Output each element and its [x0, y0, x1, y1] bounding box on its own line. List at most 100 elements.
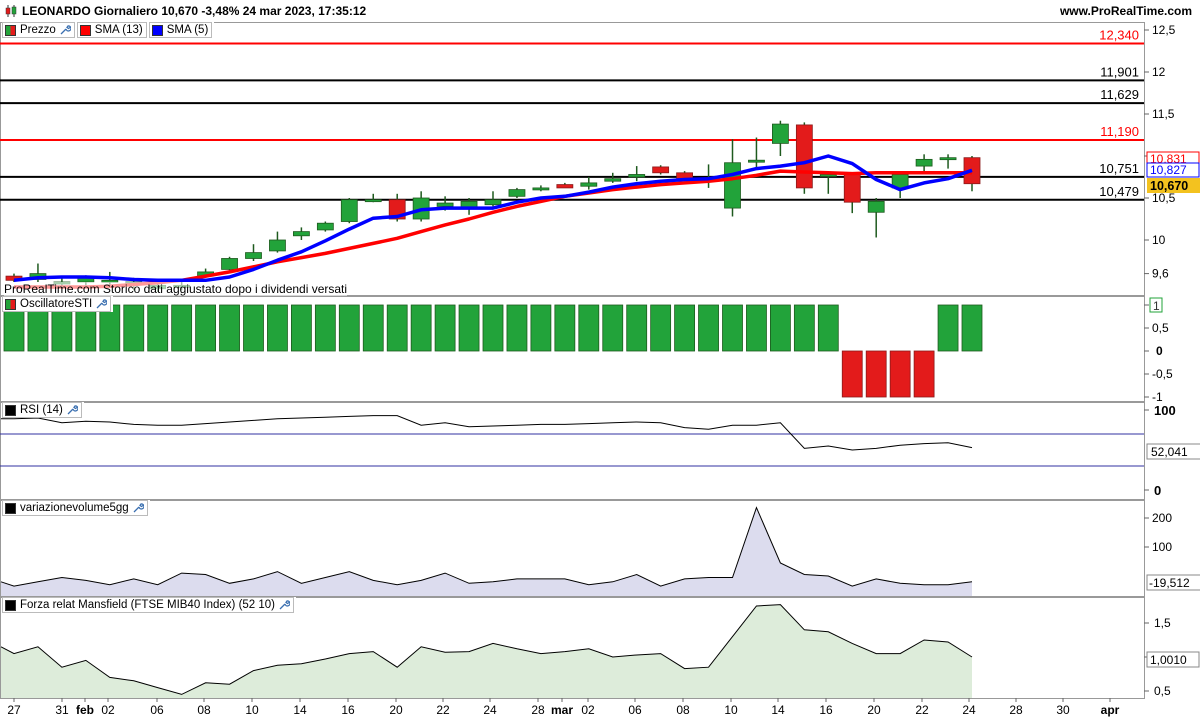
candle-body: [340, 199, 358, 222]
pane-frame: [0, 402, 1145, 500]
y-tick-label: 10: [1152, 233, 1166, 247]
x-tick-label: 27: [7, 703, 21, 717]
mansfield-last-box: [1146, 651, 1200, 668]
x-tick-label: 16: [819, 703, 833, 717]
y-tick-label: 10,5: [1152, 191, 1176, 205]
x-tick-label: 16: [341, 703, 355, 717]
candle: [245, 244, 262, 261]
y-tick-label: 0,5: [1154, 684, 1171, 698]
candle: [508, 187, 526, 198]
sti-bar: [362, 304, 384, 352]
candle-body: [556, 184, 574, 189]
price-swatch-icon: [5, 24, 16, 36]
sti-bar: [147, 304, 169, 352]
legend-volume[interactable]: variazionevolume5gg: [2, 500, 148, 516]
horizontal-level-label: 10,751: [1099, 161, 1139, 176]
candle-body: [652, 166, 670, 174]
sti-bar: [482, 304, 504, 352]
candle-body: [867, 200, 885, 213]
x-tick-label: 20: [389, 703, 403, 717]
candle: [412, 191, 430, 222]
sti-bar: [578, 304, 600, 352]
x-tick-label: 02: [101, 703, 115, 717]
candle: [795, 122, 813, 194]
sti-bar: [913, 350, 935, 398]
sti-last-value: 1: [1153, 299, 1160, 313]
candle: [604, 172, 622, 183]
x-tick-label: 10: [724, 703, 738, 717]
sti-bar: [817, 304, 839, 352]
candle-body: [604, 178, 622, 182]
legend-sti-label: OscillatoreSTI: [20, 298, 93, 310]
x-tick-label: 28: [531, 703, 545, 717]
x-tick-label: 14: [771, 703, 785, 717]
volume-last-value: -19,512: [1149, 576, 1190, 590]
candle: [867, 198, 885, 238]
legend-sma13[interactable]: SMA (13): [76, 22, 147, 38]
horizontal-level-label: 11,190: [1100, 124, 1139, 139]
legend-mansfield[interactable]: Forza relat Mansfield (FTSE MIB40 Index)…: [2, 597, 295, 613]
horizontal-level-label: 12,340: [1099, 27, 1139, 42]
x-tick-label: apr: [1101, 703, 1120, 717]
wrench-icon[interactable]: [95, 298, 108, 310]
candle-body: [939, 157, 957, 161]
sma13-swatch-icon: [79, 24, 91, 36]
sti-bar: [554, 304, 576, 352]
legend-price[interactable]: Prezzo: [2, 22, 75, 38]
horizontal-level-label: 11,629: [1100, 87, 1139, 102]
candle-body: [269, 239, 286, 252]
y-tick-label: 9,6: [1152, 267, 1169, 281]
candle: [316, 221, 334, 232]
site-link[interactable]: www.ProRealTime.com: [1059, 4, 1192, 18]
sti-bar: [674, 304, 695, 352]
sti-bar: [889, 350, 911, 398]
x-tick-label: 24: [962, 703, 976, 717]
x-tick-label: 14: [293, 703, 307, 717]
sti-bar: [937, 304, 959, 352]
candle: [819, 172, 837, 194]
sma5-swatch-icon: [151, 24, 163, 36]
mansfield-legend: Forza relat Mansfield (FTSE MIB40 Index)…: [2, 597, 297, 613]
sti-bar: [410, 304, 432, 352]
candle-body: [316, 222, 334, 231]
wrench-icon[interactable]: [66, 404, 78, 416]
y-tick-label: 11,5: [1152, 107, 1175, 121]
sti-swatch-icon: [5, 298, 16, 310]
wrench-icon[interactable]: [278, 599, 291, 611]
sti-bar: [171, 304, 193, 352]
sti-bar: [530, 304, 552, 352]
chart-title: LEONARDO Giornaliero 10,670 -3,48% 24 ma…: [22, 4, 367, 18]
sti-bar: [434, 304, 456, 352]
candle-body: [819, 174, 837, 177]
candle-body: [532, 187, 550, 191]
x-tick-label: mar: [551, 703, 573, 717]
y-tick-label: 100: [1152, 540, 1172, 554]
sti-bar: [650, 304, 672, 352]
legend-sma5[interactable]: SMA (5): [148, 22, 213, 38]
legend-rsi[interactable]: RSI (14): [2, 402, 82, 418]
candle-body: [580, 182, 598, 187]
y-tick-label: 12,5: [1152, 23, 1176, 37]
sti-bar: [602, 304, 624, 352]
x-tick-label: 30: [1056, 703, 1070, 717]
title-bar: LEONARDO Giornaliero 10,670 -3,48% 24 ma…: [0, 0, 1200, 22]
sti-bar: [219, 304, 240, 352]
x-tick-label: 10: [245, 703, 259, 717]
volume-legend: variazionevolume5gg: [2, 500, 150, 516]
rsi-last-box: [1146, 443, 1200, 460]
candle-body: [915, 158, 933, 167]
horizontal-level-label: 11,901: [1100, 64, 1139, 79]
candle: [340, 198, 358, 224]
wrench-icon[interactable]: [132, 502, 144, 514]
sti-bar: [770, 304, 791, 352]
wrench-icon[interactable]: [59, 24, 71, 36]
candle-body: [795, 124, 813, 189]
y-tick-label: 0: [1156, 344, 1163, 358]
y-tick-label: 1,5: [1154, 616, 1171, 630]
x-tick-label: 28: [1009, 703, 1023, 717]
legend-sti[interactable]: OscillatoreSTI: [2, 296, 112, 312]
data-note: ProRealTime.com Storico dati aggiustato …: [4, 282, 348, 296]
sti-bar: [195, 304, 217, 352]
legend-sma13-label: SMA (13): [94, 24, 143, 36]
